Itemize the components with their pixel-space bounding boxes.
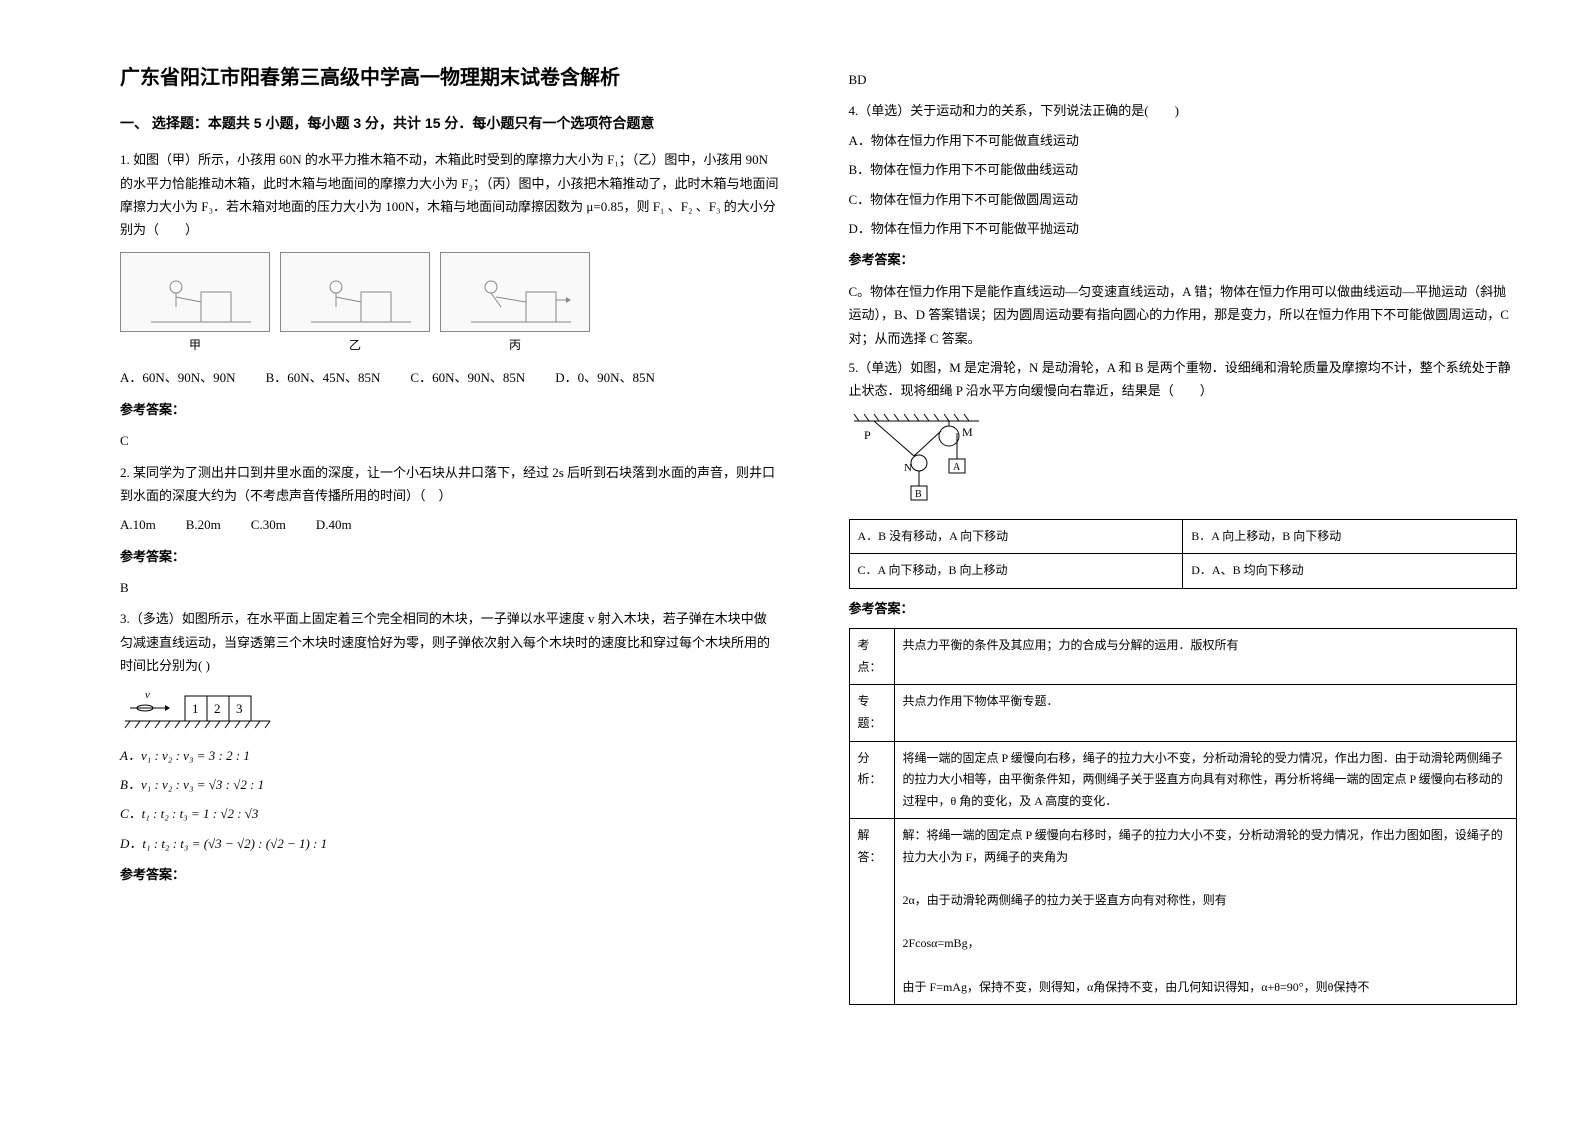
q4-answer: C。物体在恒力作用下是能作直线运动—匀变速直线运动，A 错；物体在恒力作用可以做… [849, 280, 1518, 350]
q2-stem: 2. 某同学为了测出井口到井里水面的深度，让一个小石块从井口落下，经过 2s 后… [120, 461, 779, 508]
q4-opt-a: A．物体在恒力作用下不可能做直线运动 [849, 129, 1518, 152]
svg-text:P: P [864, 428, 871, 442]
q2-opt-c: C.30m [251, 513, 286, 536]
q5-answer-label: 参考答案： [849, 597, 1518, 620]
q3-opt-a: A．v₁ : v₂ : v₃ = 3 : 2 : 1 [120, 744, 779, 767]
q3-opt-c: C．t₁ : t₂ : t₃ = 1 : √2 : √3 [120, 802, 779, 825]
q1-fig-label-2: 乙 [280, 335, 430, 357]
q4-stem: 4.（单选）关于运动和力的关系，下列说法正确的是( ) [849, 99, 1518, 122]
q1-answer-label: 参考答案： [120, 398, 779, 421]
analysis-label-solve: 解答： [849, 819, 894, 1005]
section-heading: 一、 选择题：本题共 5 小题，每小题 3 分，共计 15 分．每小题只有一个选… [120, 111, 779, 136]
q3-opt-d: D．t₁ : t₂ : t₃ = (√3 − √2) : (√2 − 1) : … [120, 832, 779, 855]
q1-figure-row: 甲 乙 丙 [120, 252, 779, 357]
analysis-special: 共点力作用下物体平衡专题． [894, 685, 1517, 741]
q5-options-table: A．B 没有移动，A 向下移动 B．A 向上移动，B 向下移动 C．A 向下移动… [849, 519, 1518, 589]
q4-answer-label: 参考答案： [849, 248, 1518, 271]
svg-text:N: N [904, 462, 912, 474]
q1-options: A．60N、90N、90N B．60N、45N、85N C．60N、90N、85… [120, 366, 779, 389]
analysis-label-special: 专题： [849, 685, 894, 741]
push-box-icon [121, 252, 269, 332]
q1-fig-label-3: 丙 [440, 335, 590, 357]
analysis-label-analyze: 分析： [849, 741, 894, 819]
q5-stem: 5.（单选）如图，M 是定滑轮，N 是动滑轮，A 和 B 是两个重物．设细绳和滑… [849, 356, 1518, 403]
q3-answer-label: 参考答案： [120, 863, 779, 886]
q4-opt-c: C．物体在恒力作用下不可能做圆周运动 [849, 188, 1518, 211]
q3-stem: 3.（多选）如图所示，在水平面上固定着三个完全相同的木块，一子弹以水平速度 v … [120, 607, 779, 677]
q2-answer: B [120, 576, 779, 599]
q4-opt-b: B．物体在恒力作用下不可能做曲线运动 [849, 158, 1518, 181]
analysis-label-topic: 考点： [849, 629, 894, 685]
q4-opt-d: D．物体在恒力作用下不可能做平抛运动 [849, 217, 1518, 240]
q5-figure: P M N B A [849, 411, 999, 511]
q1-opt-b: B．60N、45N、85N [266, 366, 381, 389]
pulley-icon: P M N B A [849, 411, 999, 511]
q3-figure: v 1 2 3 [120, 686, 280, 736]
analysis-topic: 共点力平衡的条件及其应用；力的合成与分解的运用．版权所有 [894, 629, 1517, 685]
analysis-solve: 解：将绳一端的固定点 P 缓慢向右移时，绳子的拉力大小不变，分析动滑轮的受力情况… [894, 819, 1517, 1005]
q1-fig-3 [440, 252, 590, 332]
q1-stem: 1. 如图（甲）所示，小孩用 60N 的水平力推木箱不动，木箱此时受到的摩擦力大… [120, 148, 779, 242]
q5-analysis-table: 考点： 共点力平衡的条件及其应用；力的合成与分解的运用．版权所有 专题： 共点力… [849, 628, 1518, 1005]
svg-text:2: 2 [214, 701, 221, 716]
q1-fig-label-1: 甲 [120, 335, 270, 357]
q3-answer: BD [849, 68, 1518, 91]
q5-opt-d: D．A、B 均向下移动 [1183, 554, 1517, 589]
q1-answer: C [120, 429, 779, 452]
q5-opt-a: A．B 没有移动，A 向下移动 [849, 519, 1183, 554]
q1-opt-c: C．60N、90N、85N [410, 366, 525, 389]
push-box-icon [441, 252, 589, 332]
q2-opt-a: A.10m [120, 513, 156, 536]
svg-text:A: A [953, 462, 961, 473]
q2-options: A.10m B.20m C.30m D.40m [120, 513, 779, 536]
q2-opt-b: B.20m [186, 513, 221, 536]
q5-opt-b: B．A 向上移动，B 向下移动 [1183, 519, 1517, 554]
page-title: 广东省阳江市阳春第三高级中学高一物理期末试卷含解析 [120, 60, 779, 96]
push-box-icon [281, 252, 429, 332]
svg-text:3: 3 [236, 701, 243, 716]
q3-opt-b: B．v₁ : v₂ : v₃ = √3 : √2 : 1 [120, 773, 779, 796]
svg-text:B: B [915, 489, 922, 500]
q1-fig-1 [120, 252, 270, 332]
q2-opt-d: D.40m [316, 513, 352, 536]
svg-text:v: v [145, 689, 150, 701]
analysis-analyze: 将绳一端的固定点 P 缓慢向右移，绳子的拉力大小不变，分析动滑轮的受力情况，作出… [894, 741, 1517, 819]
q1-opt-a: A．60N、90N、90N [120, 366, 236, 389]
q2-answer-label: 参考答案： [120, 545, 779, 568]
svg-text:M: M [962, 425, 973, 439]
q1-opt-d: D．0、90N、85N [555, 366, 655, 389]
svg-text:1: 1 [192, 701, 199, 716]
q1-fig-2 [280, 252, 430, 332]
blocks-icon: v 1 2 3 [120, 686, 280, 736]
q5-opt-c: C．A 向下移动，B 向上移动 [849, 554, 1183, 589]
